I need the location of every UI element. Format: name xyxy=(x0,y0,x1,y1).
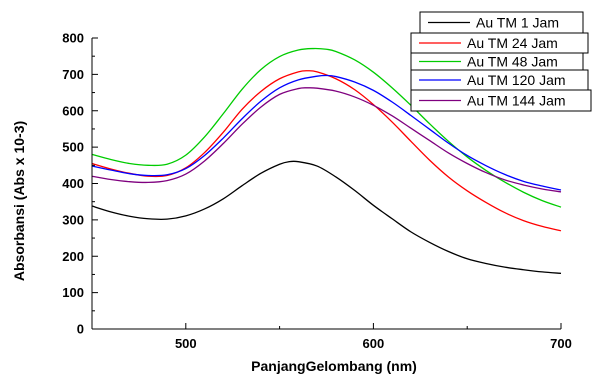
axes-layer: 0 100 200 300 400 500 600 700 800 500 600 700 xyxy=(62,31,572,352)
x-tick-label: 700 xyxy=(550,336,572,351)
y-tick-label: 0 xyxy=(77,322,84,337)
legend-label-3: Au TM 48 Jam xyxy=(467,54,558,70)
y-tick-label: 200 xyxy=(62,249,84,264)
y-tick-label: 600 xyxy=(62,103,84,118)
y-tick-label: 400 xyxy=(62,176,84,191)
x-tick-label: 500 xyxy=(175,336,197,351)
y-tick-label: 500 xyxy=(62,140,84,155)
series-line-3 xyxy=(91,47,562,208)
y-tick-label: 100 xyxy=(62,285,84,300)
plot-layer xyxy=(91,47,562,274)
y-tick-label: 700 xyxy=(62,67,84,82)
y-tick-label: 300 xyxy=(62,212,84,227)
legend-label-5: Au TM 144 Jam xyxy=(467,93,566,109)
legend-box-5 xyxy=(410,89,592,112)
legend: Au TM 1 Jam Au TM 24 Jam Au TM 48 Jam Au TM… xyxy=(410,11,592,112)
x-axis-label: PanjangGelombang (nm) xyxy=(251,358,417,374)
y-tick-label: 800 xyxy=(62,31,84,46)
y-axis-label: Absorbansi (Abs x 10-3) xyxy=(11,121,27,281)
series-line-5 xyxy=(91,87,562,193)
legend-label-1: Au TM 1 Jam xyxy=(476,15,559,31)
x-tick-label: 600 xyxy=(363,336,385,351)
legend-label-4: Au TM 120 Jam xyxy=(467,72,566,88)
series-line-1 xyxy=(91,160,562,274)
legend-label-2: Au TM 24 Jam xyxy=(467,35,558,51)
series-line-4 xyxy=(91,74,562,191)
